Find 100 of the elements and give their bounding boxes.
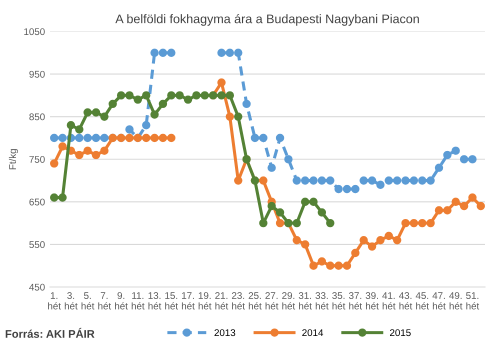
point: [452, 146, 460, 155]
point: [150, 48, 159, 57]
x-tick-label: 35. hét: [332, 292, 346, 310]
y-tick-label: 450: [29, 284, 45, 291]
point: [426, 218, 435, 228]
legend-label: 2014: [302, 329, 324, 336]
point: [401, 218, 410, 228]
point: [434, 206, 444, 215]
point: [460, 155, 468, 164]
x-tick-label: 51. hét: [466, 292, 480, 310]
point: [401, 176, 410, 185]
point: [66, 121, 76, 130]
point: [50, 159, 58, 168]
point: [83, 134, 92, 142]
point: [200, 91, 209, 100]
point: [342, 262, 352, 270]
point: [150, 110, 159, 119]
point: [351, 184, 360, 194]
point: [384, 176, 393, 185]
x-tick-label: 27. hét: [265, 292, 278, 310]
legend-label: 2015: [390, 329, 411, 336]
point: [326, 218, 334, 228]
point: [426, 176, 435, 185]
x-tick-label: 39. hét: [366, 292, 379, 310]
x-tick-label: 11. hét: [132, 292, 145, 310]
text: Forrás: AKI PÁIR: [6, 328, 94, 338]
point: [50, 193, 58, 202]
point: [226, 112, 234, 121]
point: [443, 150, 452, 160]
point: [309, 176, 318, 185]
x-tick-label: 17. hét: [182, 292, 195, 310]
x-tick-label: 29. hét: [282, 292, 296, 310]
point: [334, 262, 343, 270]
x-tick-label: 47. hét: [432, 292, 446, 310]
x-tick-label: 37. hét: [348, 292, 362, 310]
point: [234, 112, 242, 121]
point: [360, 176, 368, 185]
point: [100, 112, 109, 121]
point: [276, 218, 284, 228]
point: [217, 91, 226, 100]
point: [276, 208, 284, 217]
point: [468, 155, 477, 164]
point: [142, 121, 150, 130]
point: [58, 134, 67, 142]
point: [384, 232, 393, 240]
point: [234, 176, 242, 185]
point: [300, 198, 310, 206]
point: [125, 134, 134, 142]
point: [50, 134, 58, 142]
y-tick-label: 850: [29, 113, 45, 120]
point: [318, 208, 326, 217]
point: [434, 164, 444, 172]
point: [150, 134, 159, 142]
point: [259, 176, 268, 185]
point: [116, 91, 126, 100]
point: [125, 91, 134, 100]
x-tick-label: 3. hét: [64, 292, 78, 310]
x-tick-label: 1. hét: [48, 292, 61, 310]
point: [75, 125, 84, 134]
x-tick-label: 5. hét: [82, 292, 94, 310]
point: [410, 176, 418, 185]
point: [318, 257, 326, 266]
point: [142, 134, 150, 142]
point: [443, 206, 452, 215]
point: [158, 100, 168, 108]
chart-title: A belföldi fokhagyma ára a Budapesti Nagybani Piacon: [115, 14, 419, 26]
point: [83, 108, 92, 117]
point: [418, 218, 426, 228]
point: [234, 48, 242, 57]
point: [58, 142, 67, 151]
point: [276, 134, 284, 142]
point: [376, 236, 385, 244]
x-tick-label: 31. hét: [298, 292, 312, 310]
x-tick-label: 19. hét: [198, 292, 212, 310]
point: [460, 202, 468, 210]
point: [158, 48, 168, 57]
y-tick-label: 1050: [24, 28, 45, 36]
point: [250, 134, 260, 142]
point: [368, 242, 376, 251]
point: [58, 193, 67, 202]
point: [300, 176, 310, 185]
x-tick-label: 33. hét: [315, 292, 329, 310]
x-tick-label: 43. hét: [398, 292, 412, 310]
point: [217, 48, 226, 57]
point: [326, 176, 334, 185]
point: [226, 48, 234, 57]
point: [192, 91, 201, 100]
point: [125, 125, 134, 134]
point: [158, 134, 168, 142]
x-tick-label: 45. hét: [416, 292, 429, 310]
point: [83, 146, 92, 155]
point: [100, 134, 109, 142]
point: [292, 176, 301, 185]
point: [342, 184, 352, 194]
point: [217, 78, 226, 87]
point: [334, 184, 343, 194]
point: [259, 218, 268, 228]
x-tick-label: 15. hét: [165, 292, 178, 310]
y-axis-title: Ft/kg: [8, 149, 18, 170]
point: [309, 262, 318, 270]
